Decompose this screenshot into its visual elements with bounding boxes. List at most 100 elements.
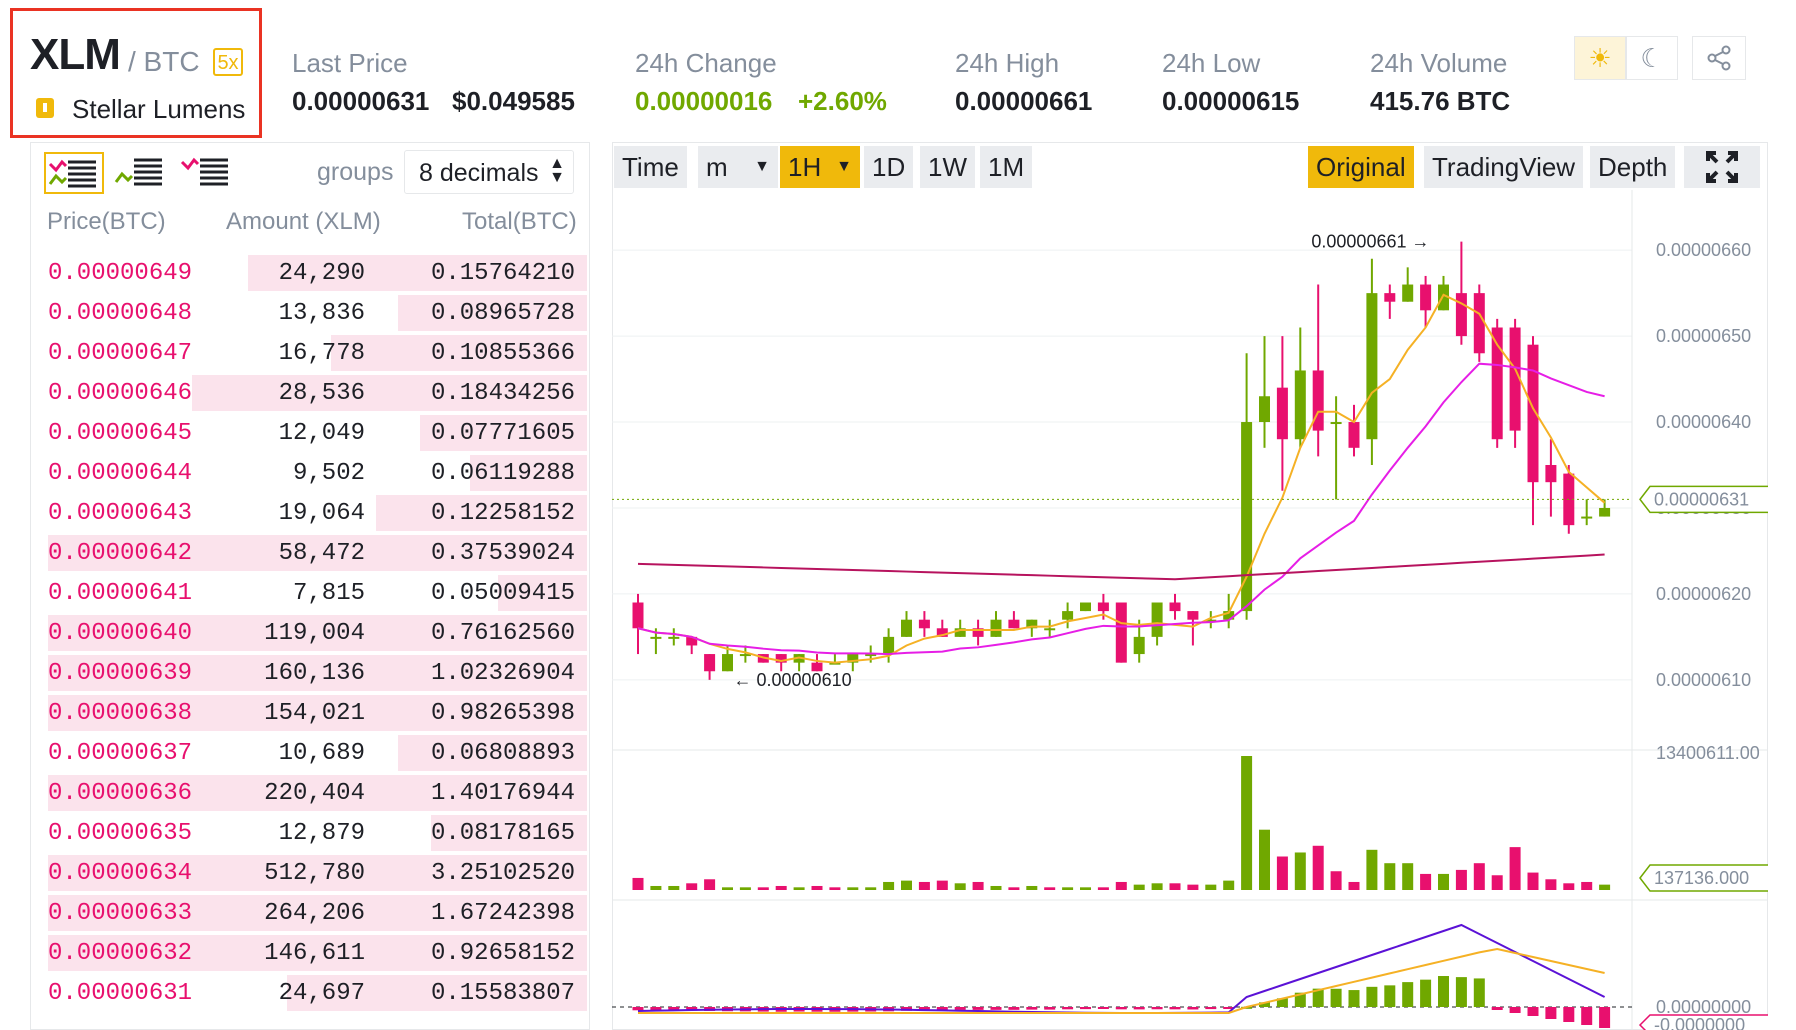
macd-current-tag bbox=[1638, 1014, 1768, 1030]
leverage-badge: 5x bbox=[213, 48, 243, 76]
table-row[interactable]: 0.00000632 146,611 0.92658152 bbox=[31, 932, 587, 972]
candle-body bbox=[1133, 636, 1145, 655]
macd-bar bbox=[1527, 1007, 1539, 1016]
macd-bar bbox=[1008, 1007, 1020, 1010]
table-row[interactable]: 0.00000644 9,502 0.06119288 bbox=[31, 452, 587, 492]
y-tick-label: 0.00000610 bbox=[1656, 670, 1751, 690]
table-row[interactable]: 0.00000643 19,064 0.12258152 bbox=[31, 492, 587, 532]
candle-body bbox=[1044, 628, 1056, 631]
macd-bar bbox=[1563, 1007, 1575, 1022]
view-asks-button[interactable] bbox=[178, 152, 238, 194]
pair-symbol[interactable]: XLM bbox=[30, 30, 121, 79]
fullscreen-button[interactable] bbox=[1684, 146, 1760, 188]
pair-selector-highlight[interactable] bbox=[10, 8, 262, 138]
macd-bar bbox=[686, 1007, 698, 1011]
candle-body bbox=[1366, 293, 1378, 440]
volume-bar bbox=[1133, 884, 1145, 890]
ask-price: 0.00000643 bbox=[48, 500, 193, 527]
table-row[interactable]: 0.00000645 12,049 0.07771605 bbox=[31, 412, 587, 452]
table-row[interactable]: 0.00000642 58,472 0.37539024 bbox=[31, 532, 587, 572]
table-row[interactable]: 0.00000639 160,136 1.02326904 bbox=[31, 652, 587, 692]
interval-1h-button[interactable]: 1H ▼ bbox=[780, 146, 860, 188]
macd-bar bbox=[1097, 1007, 1109, 1009]
table-row[interactable]: 0.00000641 7,815 0.05009415 bbox=[31, 572, 587, 612]
ask-amount: 24,697 bbox=[278, 980, 365, 1007]
view-both-button[interactable] bbox=[44, 152, 104, 194]
volume-bar bbox=[1259, 829, 1270, 890]
candle-body bbox=[1330, 422, 1342, 425]
volume-bar bbox=[829, 887, 841, 890]
table-row[interactable]: 0.00000635 12,879 0.08178165 bbox=[31, 812, 587, 852]
interval-1w-button[interactable]: 1W bbox=[920, 146, 975, 188]
table-row[interactable]: 0.00000633 264,206 1.67242398 bbox=[31, 892, 587, 932]
macd-bar bbox=[650, 1007, 662, 1011]
interval-1d-button[interactable]: 1D bbox=[864, 146, 914, 188]
minute-select[interactable]: m ▼ bbox=[698, 146, 778, 188]
change-label: 24h Change bbox=[635, 48, 777, 78]
candle-body bbox=[1420, 284, 1432, 311]
macd-neg-label: -0.0000000 bbox=[1654, 1015, 1745, 1030]
depth-bar bbox=[498, 575, 587, 611]
ask-price: 0.00000631 bbox=[48, 980, 193, 1007]
candle-body bbox=[1008, 619, 1020, 629]
price-chart[interactable]: 0.000006600.000006500.000006400.00000630… bbox=[612, 190, 1768, 1030]
volume-bar bbox=[1527, 872, 1539, 890]
volume-bar bbox=[793, 887, 805, 890]
table-row[interactable]: 0.00000649 24,290 0.15764210 bbox=[31, 252, 587, 292]
depth-tab[interactable]: Depth bbox=[1590, 146, 1676, 188]
light-theme-button[interactable]: ☀ bbox=[1574, 36, 1626, 80]
interval-1h-label: 1H bbox=[788, 152, 822, 182]
last-price-value: 0.00000631 bbox=[292, 86, 430, 116]
tradingview-tab[interactable]: TradingView bbox=[1424, 146, 1584, 188]
depth-bar bbox=[47, 615, 587, 651]
table-row[interactable]: 0.00000634 512,780 3.25102520 bbox=[31, 852, 587, 892]
volume-bar bbox=[1223, 880, 1235, 890]
volume-bar bbox=[1438, 873, 1449, 890]
volume-bar bbox=[865, 887, 877, 890]
dark-theme-button[interactable]: ☾ bbox=[1626, 36, 1678, 80]
candle-body bbox=[1455, 293, 1467, 337]
ask-amount: 16,778 bbox=[278, 340, 365, 367]
table-row[interactable]: 0.00000638 154,021 0.98265398 bbox=[31, 692, 587, 732]
ask-price: 0.00000644 bbox=[48, 460, 193, 487]
volume-bar bbox=[1366, 849, 1378, 890]
macd-bar bbox=[1312, 988, 1324, 1007]
volume-bar bbox=[1384, 863, 1396, 890]
volume-bar bbox=[739, 887, 751, 890]
table-row[interactable]: 0.00000637 10,689 0.06808893 bbox=[31, 732, 587, 772]
macd-bar bbox=[1276, 998, 1288, 1007]
view-bids-button[interactable] bbox=[112, 152, 172, 194]
table-row[interactable]: 0.00000636 220,404 1.40176944 bbox=[31, 772, 587, 812]
table-row[interactable]: 0.00000646 28,536 0.18434256 bbox=[31, 372, 587, 412]
decimals-select[interactable]: 8 decimals ▲ ▼ bbox=[404, 150, 574, 194]
volume-bar bbox=[757, 887, 769, 890]
macd-bar bbox=[1080, 1007, 1091, 1010]
macd-bar bbox=[1491, 1007, 1503, 1010]
y-tick-label: 0.00000650 bbox=[1656, 326, 1751, 346]
volume-bar bbox=[1491, 875, 1503, 890]
share-button[interactable] bbox=[1692, 36, 1746, 80]
ask-total: 0.18434256 bbox=[430, 380, 575, 407]
candle-body bbox=[632, 602, 644, 629]
volume-bar bbox=[704, 879, 716, 890]
original-tab[interactable]: Original bbox=[1308, 146, 1414, 188]
table-row[interactable]: 0.00000647 16,778 0.10855366 bbox=[31, 332, 587, 372]
fullscreen-icon bbox=[1706, 151, 1738, 183]
high-value: 0.00000661 bbox=[955, 86, 1093, 116]
volume-bar bbox=[954, 883, 966, 890]
volume-max-label: 13400611.00 bbox=[1656, 743, 1760, 763]
depth-bar bbox=[420, 415, 587, 451]
lock-icon bbox=[36, 98, 54, 118]
table-row[interactable]: 0.00000640 119,004 0.76162560 bbox=[31, 612, 587, 652]
ask-total: 0.37539024 bbox=[430, 540, 575, 567]
candle-body bbox=[1312, 370, 1324, 431]
depth-bar bbox=[431, 815, 587, 851]
col-header-price: Price(BTC) bbox=[47, 208, 166, 235]
time-button[interactable]: Time bbox=[614, 146, 687, 188]
table-row[interactable]: 0.00000631 24,697 0.15583807 bbox=[31, 972, 587, 1012]
table-row[interactable]: 0.00000648 13,836 0.08965728 bbox=[31, 292, 587, 332]
interval-1m-button[interactable]: 1M bbox=[980, 146, 1033, 188]
ask-price: 0.00000633 bbox=[48, 900, 193, 927]
macd-bar bbox=[1581, 1007, 1593, 1025]
candle-body bbox=[1527, 344, 1539, 483]
